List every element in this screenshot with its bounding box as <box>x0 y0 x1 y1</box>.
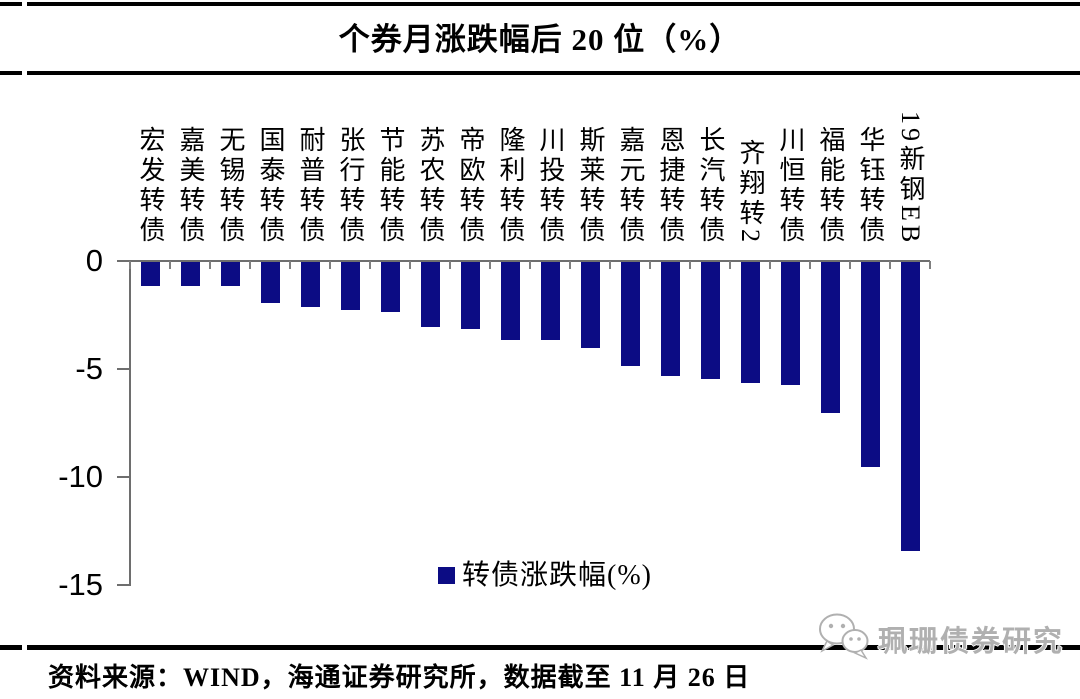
category-label: 川恒转债 <box>776 126 805 246</box>
category-tick <box>809 261 811 269</box>
y-axis-tick <box>117 584 130 586</box>
category-label: 隆利转债 <box>496 126 525 246</box>
bar <box>220 262 240 286</box>
category-tick <box>249 261 251 269</box>
bar <box>460 262 480 329</box>
category-tick <box>289 261 291 269</box>
bar <box>380 262 400 312</box>
category-label: 苏农转债 <box>416 126 445 246</box>
bar <box>180 262 200 286</box>
watermark: 珮珊债券研究 <box>816 610 1064 667</box>
bar <box>660 262 680 376</box>
category-label: 福能转债 <box>816 126 845 246</box>
category-tick <box>209 261 211 269</box>
category-tick <box>449 261 451 269</box>
bar <box>140 262 160 286</box>
bar <box>820 262 840 413</box>
category-tick <box>849 261 851 269</box>
watermark-text: 珮珊债券研究 <box>878 625 1065 658</box>
category-tick <box>889 261 891 269</box>
category-tick <box>569 261 571 269</box>
category-label: 长汽转债 <box>696 126 725 246</box>
category-label: 恩捷转债 <box>656 126 685 246</box>
bar <box>900 262 920 551</box>
category-tick <box>409 261 411 269</box>
category-label: 嘉元转债 <box>616 126 645 246</box>
y-axis-tick-label: -5 <box>75 351 103 386</box>
y-axis-tick <box>117 260 130 262</box>
y-axis-tick-label: -10 <box>58 459 103 494</box>
category-label: 宏发转债 <box>136 126 165 246</box>
bar <box>540 262 560 340</box>
title-underline <box>0 71 1080 75</box>
y-axis-tick-label: 0 <box>85 243 103 278</box>
source-line: 资料来源：WIND，海通证券研究所，数据截至 11 月 26 日 <box>48 663 751 692</box>
category-tick <box>489 261 491 269</box>
y-axis-tick-label: -15 <box>58 567 103 602</box>
category-label: 齐翔转2 <box>736 139 765 246</box>
bar <box>700 262 720 379</box>
category-label: 帝欧转债 <box>456 126 485 246</box>
category-tick <box>729 261 731 269</box>
category-tick <box>529 261 531 269</box>
bar <box>780 262 800 385</box>
category-tick <box>329 261 331 269</box>
bottom-border-line <box>0 645 1080 650</box>
category-label: 国泰转债 <box>256 126 285 246</box>
bar <box>420 262 440 327</box>
line-segment <box>27 2 1080 6</box>
category-label: 川投转债 <box>536 126 565 246</box>
bar <box>500 262 520 340</box>
legend-label: 转债涨跌幅(%) <box>462 560 652 591</box>
category-label: 节能转债 <box>376 126 405 246</box>
line-segment <box>0 2 22 6</box>
category-tick <box>649 261 651 269</box>
legend: 转债涨跌幅(%) <box>438 553 652 593</box>
line-segment <box>27 645 1080 650</box>
category-label: 嘉美转债 <box>176 126 205 246</box>
top-border-line <box>0 2 1080 6</box>
y-axis-tick <box>117 476 130 478</box>
bar <box>620 262 640 366</box>
bar <box>740 262 760 383</box>
y-axis-line <box>129 260 131 586</box>
category-tick <box>769 261 771 269</box>
chart-title: 个券月涨跌幅后 20 位（%） <box>338 22 742 57</box>
bar <box>580 262 600 348</box>
category-label: 斯莱转债 <box>576 126 605 246</box>
y-axis-tick <box>117 368 130 370</box>
line-segment <box>0 71 22 75</box>
bar <box>300 262 320 307</box>
line-segment <box>0 645 22 650</box>
bar <box>260 262 280 303</box>
wechat-bubbles-icon <box>816 610 872 667</box>
legend-swatch <box>438 566 455 584</box>
line-segment <box>27 71 1080 75</box>
category-label: 华钰转债 <box>856 126 885 246</box>
category-tick <box>129 261 131 269</box>
category-tick <box>609 261 611 269</box>
category-tick <box>369 261 371 269</box>
category-tick <box>169 261 171 269</box>
category-label: 19新钢EB <box>896 110 925 246</box>
category-label: 张行转债 <box>336 126 365 246</box>
bar <box>860 262 880 467</box>
category-label: 耐普转债 <box>296 126 325 246</box>
category-tick <box>689 261 691 269</box>
bar <box>340 262 360 310</box>
category-tick <box>929 261 931 269</box>
category-label: 无锡转债 <box>216 126 245 246</box>
